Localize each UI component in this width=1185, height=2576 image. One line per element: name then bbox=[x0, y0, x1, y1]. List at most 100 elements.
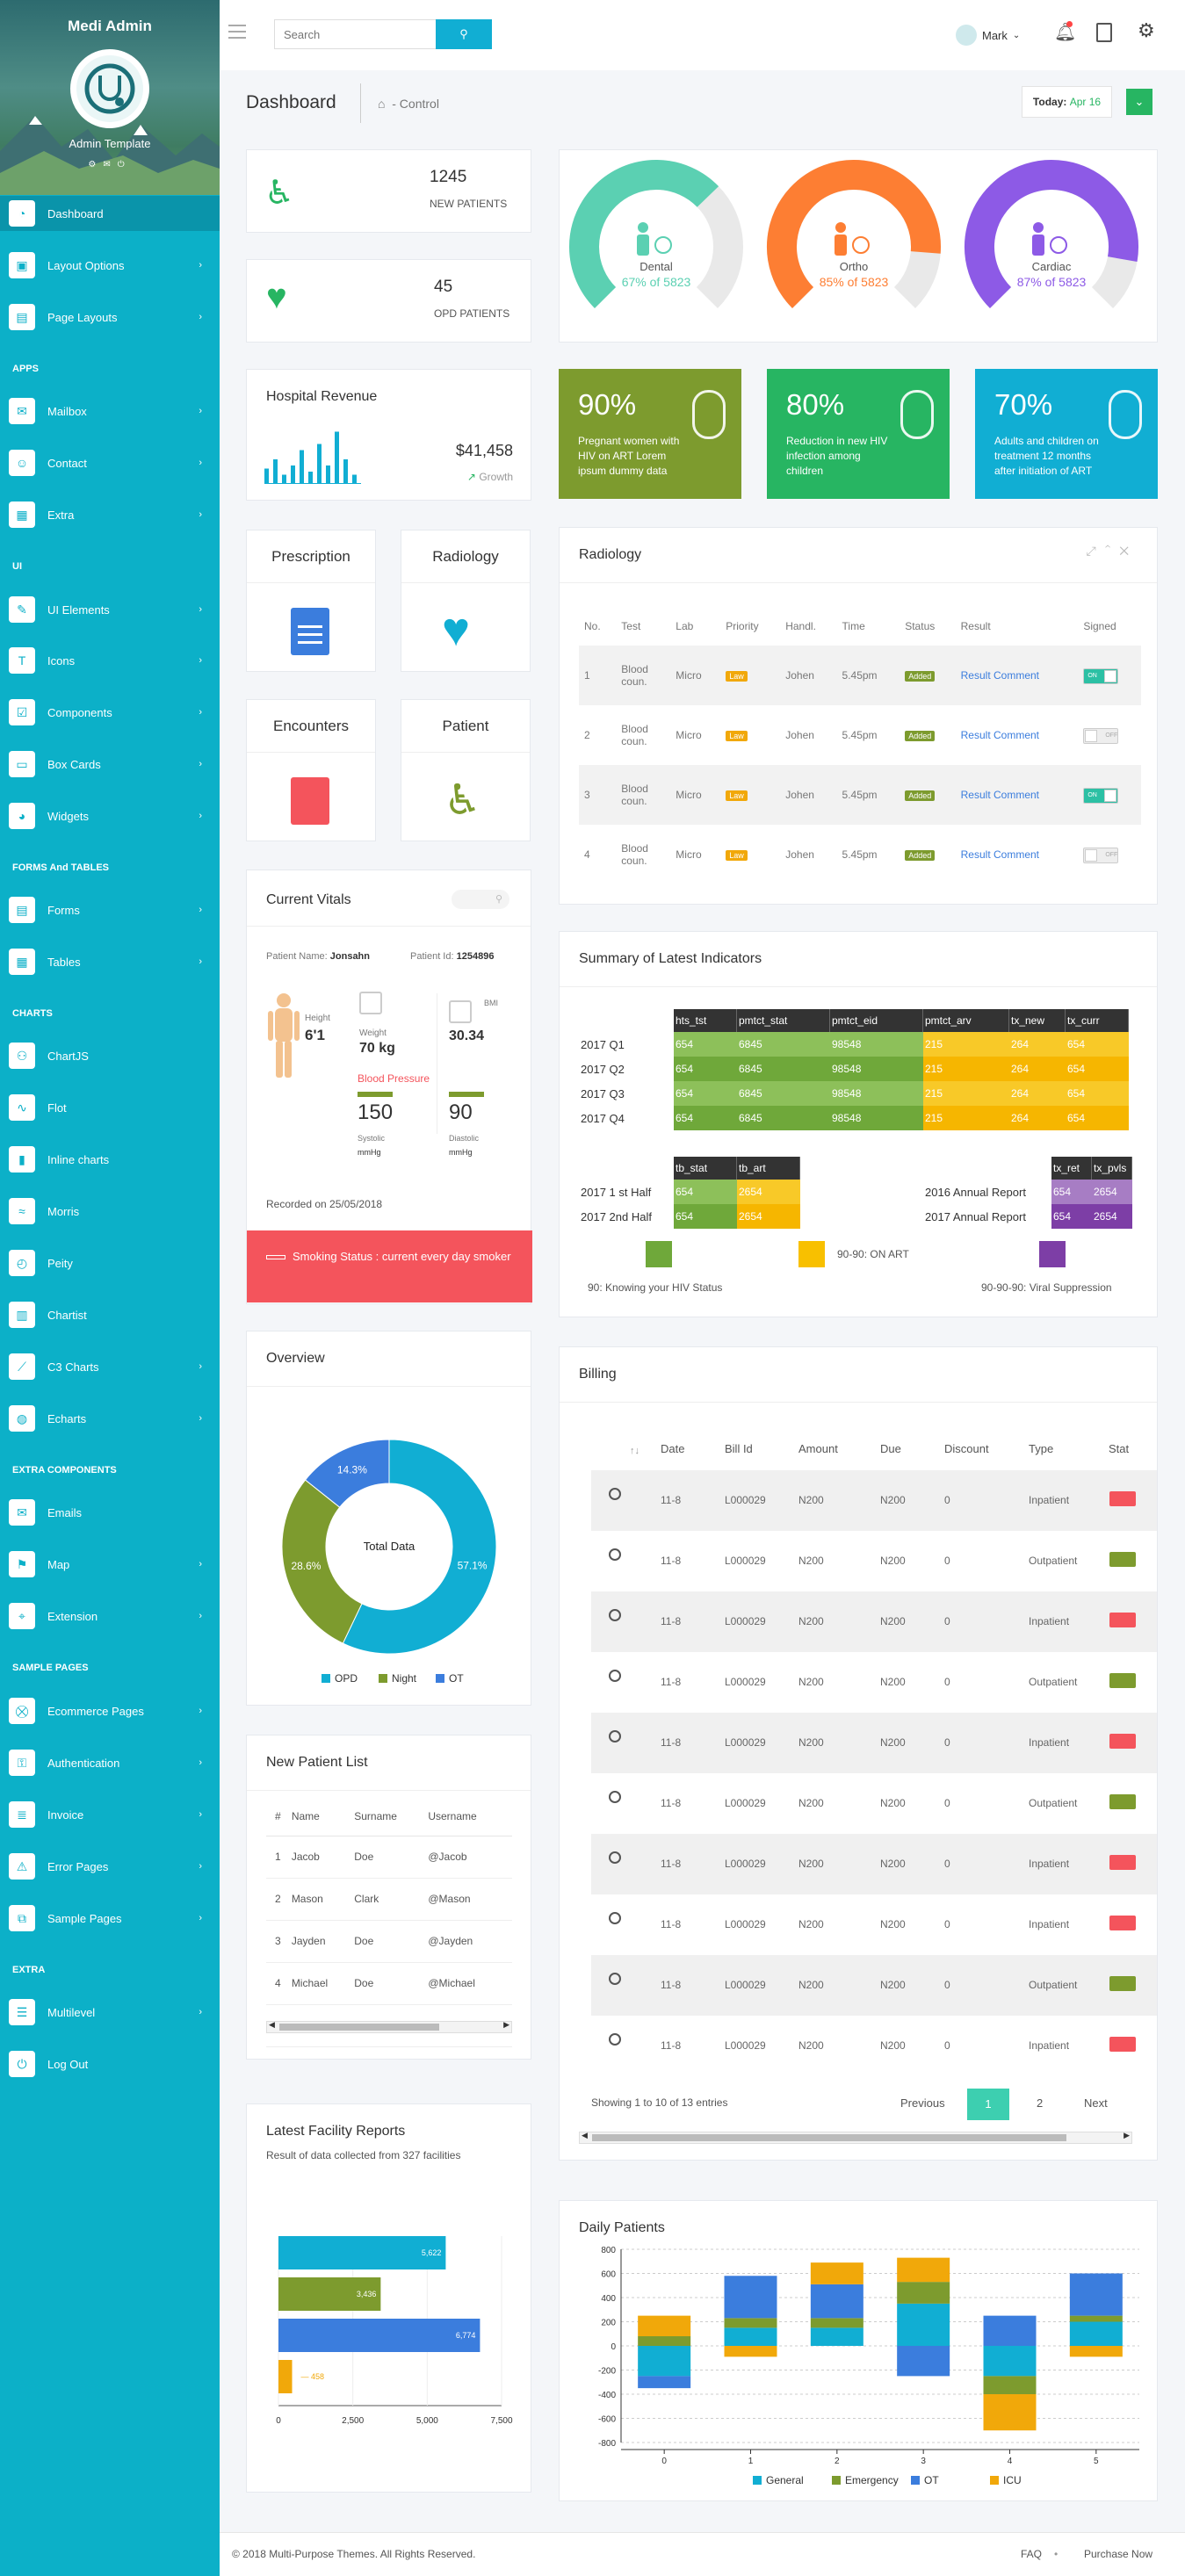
next-button[interactable]: Next bbox=[1084, 2096, 1108, 2110]
billing-scrollbar[interactable]: ◀ ▶ bbox=[579, 2131, 1132, 2144]
billing-row[interactable]: 11-8 L000029 N200 N200 0 Outpatient bbox=[591, 1955, 1157, 2016]
sidebar-item-inline-charts[interactable]: ▮ Inline charts bbox=[0, 1142, 220, 1177]
row-radio[interactable] bbox=[609, 1851, 621, 1864]
sidebar-item-error-pages[interactable]: ⚠ Error Pages › bbox=[0, 1849, 220, 1884]
sidebar-item-peity[interactable]: ◴ Peity bbox=[0, 1245, 220, 1281]
daily-bar-emergency[interactable] bbox=[724, 2318, 777, 2328]
row-radio[interactable] bbox=[609, 1548, 621, 1561]
patient-tile[interactable]: Patient ♿︎ bbox=[401, 699, 531, 841]
sidebar-item-invoice[interactable]: ≣ Invoice › bbox=[0, 1797, 220, 1832]
row-radio[interactable] bbox=[609, 2033, 621, 2046]
daily-bar-ot[interactable] bbox=[638, 2376, 691, 2389]
daily-bar-icu[interactable] bbox=[897, 2257, 950, 2283]
sidebar-item-flot[interactable]: ∿ Flot bbox=[0, 1090, 220, 1125]
facility-bar[interactable] bbox=[278, 2360, 293, 2393]
sidebar-item-extension[interactable]: ⌖ Extension › bbox=[0, 1598, 220, 1634]
column-header[interactable]: Signed bbox=[1083, 620, 1116, 632]
signed-toggle[interactable]: OFF bbox=[1083, 847, 1119, 863]
sidebar-item-chartist[interactable]: ▥ Chartist bbox=[0, 1297, 220, 1332]
sidebar-item-authentication[interactable]: ⚿ Authentication › bbox=[0, 1745, 220, 1780]
sidebar-item-echarts[interactable]: ◍ Echarts › bbox=[0, 1401, 220, 1436]
notifications-icon[interactable]: 🔔︎ bbox=[1054, 23, 1077, 42]
search-button[interactable]: ⚲ bbox=[436, 19, 492, 49]
billing-col-header[interactable]: Date bbox=[661, 1442, 685, 1455]
prev-button[interactable]: Previous bbox=[900, 2096, 945, 2110]
sidebar-item-extra[interactable]: ▦ Extra › bbox=[0, 497, 220, 532]
column-header[interactable]: Time bbox=[842, 620, 865, 632]
column-header[interactable]: Lab bbox=[676, 620, 694, 632]
billing-row[interactable]: 11-8 L000029 N200 N200 0 Outpatient bbox=[591, 1773, 1157, 1834]
result-link[interactable]: Result Comment bbox=[960, 848, 1040, 861]
sidebar-item-icons[interactable]: T Icons › bbox=[0, 643, 220, 678]
daily-bar-general[interactable] bbox=[724, 2327, 777, 2346]
sidebar-item-log-out[interactable]: ⏻ Log Out bbox=[0, 2046, 220, 2082]
sidebar-item-sample-pages[interactable]: ⧉ Sample Pages › bbox=[0, 1901, 220, 1936]
daily-bar-icu[interactable] bbox=[810, 2262, 863, 2284]
signed-toggle[interactable]: ON bbox=[1083, 787, 1119, 804]
page-2-button[interactable]: 2 bbox=[1037, 2096, 1044, 2110]
column-header[interactable]: Status bbox=[905, 620, 936, 632]
row-radio[interactable] bbox=[609, 1488, 621, 1500]
date-dropdown-button[interactable]: ⌄ bbox=[1126, 89, 1152, 115]
billing-row[interactable]: 11-8 L000029 N200 N200 0 Inpatient bbox=[591, 2016, 1157, 2076]
app-title[interactable]: Medi Admin bbox=[68, 18, 152, 34]
sidebar-item-page-layouts[interactable]: ▤ Page Layouts › bbox=[0, 299, 220, 335]
daily-bar-emergency[interactable] bbox=[810, 2318, 863, 2328]
sidebar-item-ui-elements[interactable]: ✎ UI Elements › bbox=[0, 592, 220, 627]
daily-bar-general[interactable] bbox=[983, 2346, 1037, 2377]
breadcrumb[interactable]: ⌂ - Control bbox=[378, 97, 439, 111]
radiology-tile[interactable]: Radiology ♥ bbox=[401, 530, 531, 672]
menu-toggle-icon[interactable] bbox=[228, 25, 246, 39]
donut-slice-opd[interactable] bbox=[342, 1439, 497, 1655]
sidebar-item-components[interactable]: ☑ Components › bbox=[0, 695, 220, 730]
facility-bar[interactable] bbox=[278, 2277, 381, 2311]
column-header[interactable]: Result bbox=[960, 620, 991, 632]
sidebar-item-ecommerce-pages[interactable]: ⛒ Ecommerce Pages › bbox=[0, 1693, 220, 1728]
collapse-icon[interactable]: ⌃ bbox=[1104, 544, 1120, 558]
daily-bar-emergency[interactable] bbox=[638, 2336, 691, 2346]
column-header[interactable]: Handl. bbox=[785, 620, 816, 632]
card-controls[interactable]: ⤢⌃✕ bbox=[1087, 544, 1138, 559]
billing-col-header[interactable]: Discount bbox=[944, 1442, 989, 1455]
row-radio[interactable] bbox=[609, 1973, 621, 1985]
user-menu[interactable]: Mark ⌄ bbox=[956, 25, 1020, 46]
daily-bar-icu[interactable] bbox=[724, 2346, 777, 2357]
close-icon[interactable]: ✕ bbox=[1119, 544, 1138, 558]
daily-bar-ot[interactable] bbox=[1069, 2273, 1123, 2316]
purchase-link[interactable]: Purchase Now bbox=[1084, 2548, 1153, 2560]
billing-row[interactable]: 11-8 L000029 N200 N200 0 Inpatient bbox=[591, 1470, 1157, 1531]
billing-row[interactable]: 11-8 L000029 N200 N200 0 Outpatient bbox=[591, 1531, 1157, 1591]
result-link[interactable]: Result Comment bbox=[960, 789, 1040, 801]
row-radio[interactable] bbox=[609, 1791, 621, 1803]
signed-toggle[interactable]: ON bbox=[1083, 667, 1119, 684]
daily-bar-emergency[interactable] bbox=[897, 2282, 950, 2304]
vitals-search[interactable]: ⚲ bbox=[452, 890, 509, 909]
daily-bar-emergency[interactable] bbox=[983, 2376, 1037, 2394]
daily-bar-general[interactable] bbox=[897, 2303, 950, 2346]
billing-col-header[interactable]: Bill Id bbox=[725, 1442, 753, 1455]
row-radio[interactable] bbox=[609, 1670, 621, 1682]
faq-link[interactable]: FAQ bbox=[1021, 2548, 1043, 2560]
sidebar-item-chartjs[interactable]: ⚇ ChartJS bbox=[0, 1038, 220, 1073]
patients-scrollbar[interactable]: ◀ ▶ bbox=[266, 2020, 512, 2033]
encounters-tile[interactable]: Encounters bbox=[246, 699, 376, 841]
billing-row[interactable]: 11-8 L000029 N200 N200 0 Inpatient bbox=[591, 1834, 1157, 1894]
billing-col-header[interactable]: Type bbox=[1029, 1442, 1054, 1455]
billing-row[interactable]: 11-8 L000029 N200 N200 0 Inpatient bbox=[591, 1713, 1157, 1773]
column-header[interactable]: Priority bbox=[726, 620, 759, 632]
billing-row[interactable]: 11-8 L000029 N200 N200 0 Outpatient bbox=[591, 1652, 1157, 1713]
search-input[interactable] bbox=[274, 19, 436, 49]
sidebar-item-dashboard[interactable]: ◔ Dashboard bbox=[0, 196, 220, 231]
settings-icon[interactable]: ⚙ bbox=[1138, 19, 1155, 41]
date-widget[interactable]: Today: Apr 16 bbox=[1022, 86, 1112, 118]
daily-bar-general[interactable] bbox=[810, 2327, 863, 2346]
daily-bar-ot[interactable] bbox=[983, 2315, 1037, 2346]
sidebar-item-c3-charts[interactable]: ⟋ C3 Charts › bbox=[0, 1349, 220, 1384]
sidebar-item-tables[interactable]: ▦ Tables › bbox=[0, 944, 220, 979]
billing-col-header[interactable]: Amount bbox=[798, 1442, 838, 1455]
row-radio[interactable] bbox=[609, 1912, 621, 1924]
sidebar-item-map[interactable]: ⚑ Map › bbox=[0, 1547, 220, 1582]
result-link[interactable]: Result Comment bbox=[960, 669, 1040, 682]
sidebar-item-contact[interactable]: ☺ Contact › bbox=[0, 445, 220, 480]
billing-row[interactable]: 11-8 L000029 N200 N200 0 Inpatient bbox=[591, 1591, 1157, 1652]
